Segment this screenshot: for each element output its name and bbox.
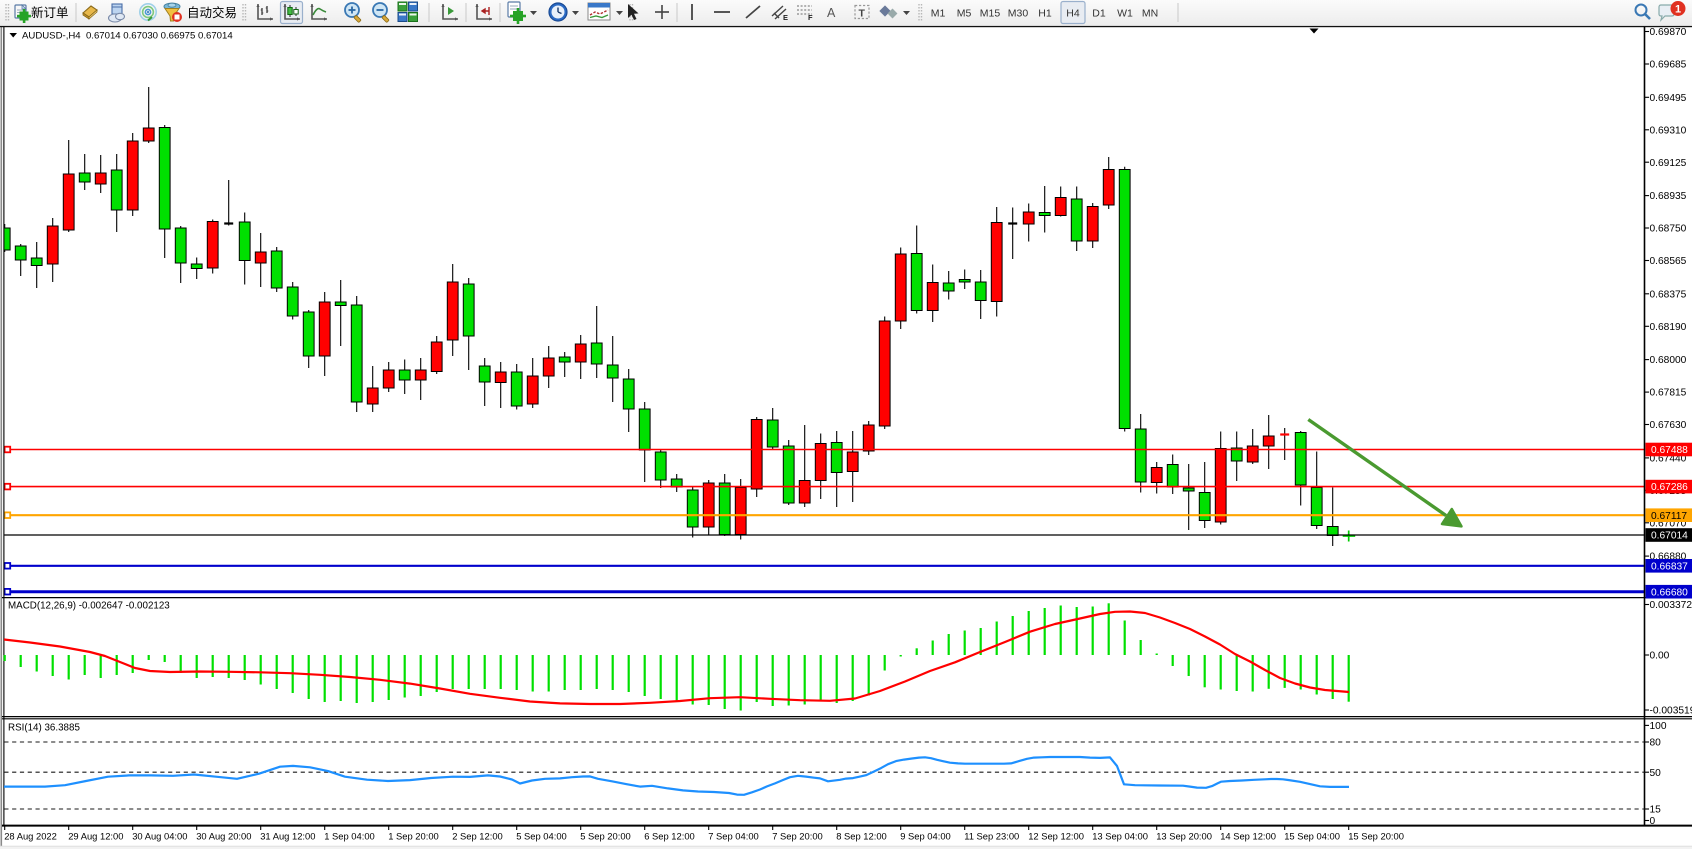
svg-text:T: T: [859, 8, 866, 20]
svg-text:30 Aug 04:00: 30 Aug 04:00: [132, 831, 187, 842]
svg-text:0.68190: 0.68190: [1650, 322, 1687, 333]
svg-text:0.69870: 0.69870: [1650, 27, 1687, 38]
svg-text:30 Aug 20:00: 30 Aug 20:00: [196, 831, 251, 842]
svg-text:A: A: [827, 6, 836, 20]
svg-text:新订单: 新订单: [31, 5, 69, 20]
svg-text:13 Sep 20:00: 13 Sep 20:00: [1156, 831, 1212, 842]
svg-text:0.67117: 0.67117: [1651, 511, 1687, 522]
svg-text:1: 1: [1675, 4, 1681, 16]
svg-text:0.66680: 0.66680: [1651, 587, 1688, 598]
svg-text:MACD(12,26,9) -0.002647 -0.002: MACD(12,26,9) -0.002647 -0.002123: [8, 601, 170, 612]
svg-text:29 Aug 12:00: 29 Aug 12:00: [68, 831, 123, 842]
svg-text:9 Sep 04:00: 9 Sep 04:00: [900, 831, 951, 842]
svg-text:0.69685: 0.69685: [1650, 60, 1687, 71]
svg-text:F: F: [808, 13, 813, 22]
svg-text:50: 50: [1650, 768, 1662, 779]
svg-text:0: 0: [1650, 816, 1656, 827]
svg-text:MN: MN: [1142, 8, 1158, 20]
svg-text:1 Sep 20:00: 1 Sep 20:00: [388, 831, 439, 842]
svg-text:0.67014: 0.67014: [1651, 531, 1688, 542]
svg-text:1 Sep 04:00: 1 Sep 04:00: [324, 831, 375, 842]
svg-text:7 Sep 04:00: 7 Sep 04:00: [708, 831, 759, 842]
svg-text:0.67630: 0.67630: [1650, 420, 1687, 431]
svg-text:0.68935: 0.68935: [1650, 191, 1687, 202]
svg-text:13 Sep 04:00: 13 Sep 04:00: [1092, 831, 1148, 842]
svg-text:0.00: 0.00: [1650, 651, 1670, 662]
svg-text:E: E: [783, 13, 788, 22]
svg-text:0.69495: 0.69495: [1650, 93, 1687, 104]
svg-text:8 Sep 12:00: 8 Sep 12:00: [836, 831, 887, 842]
svg-text:0.68750: 0.68750: [1650, 224, 1687, 235]
svg-text:M1: M1: [931, 8, 946, 20]
svg-text:自动交易: 自动交易: [187, 5, 237, 20]
svg-text:M5: M5: [957, 8, 972, 20]
svg-text:0.67440: 0.67440: [1650, 454, 1687, 465]
svg-text:0.67070: 0.67070: [1650, 518, 1687, 529]
svg-text:D1: D1: [1092, 8, 1106, 20]
svg-text:12 Sep 12:00: 12 Sep 12:00: [1028, 831, 1084, 842]
svg-text:AUDUSD-,H4 0.67014 0.67030 0.: AUDUSD-,H4 0.67014 0.67030 0.66975 0.670…: [22, 31, 233, 42]
svg-text:6 Sep 12:00: 6 Sep 12:00: [644, 831, 695, 842]
svg-text:11 Sep 23:00: 11 Sep 23:00: [964, 831, 1019, 842]
svg-text:-0.003519: -0.003519: [1650, 706, 1692, 717]
svg-text:0.69310: 0.69310: [1650, 125, 1687, 136]
svg-text:14 Sep 12:00: 14 Sep 12:00: [1220, 831, 1276, 842]
svg-text:28 Aug 2022: 28 Aug 2022: [4, 831, 57, 842]
svg-text:0.003372: 0.003372: [1650, 600, 1692, 611]
svg-text:H1: H1: [1038, 8, 1052, 20]
svg-text:0.68375: 0.68375: [1650, 289, 1687, 300]
svg-text:15 Sep 04:00: 15 Sep 04:00: [1284, 831, 1340, 842]
svg-text:15 Sep 20:00: 15 Sep 20:00: [1348, 831, 1404, 842]
svg-text:0.67488: 0.67488: [1651, 445, 1688, 456]
svg-text:100: 100: [1650, 721, 1667, 732]
svg-text:0.69125: 0.69125: [1650, 158, 1687, 169]
svg-text:0.66837: 0.66837: [1651, 561, 1688, 572]
svg-text:0.67815: 0.67815: [1650, 388, 1687, 399]
svg-text:2 Sep 12:00: 2 Sep 12:00: [452, 831, 503, 842]
svg-text:0.66880: 0.66880: [1650, 552, 1687, 563]
svg-text:0.67286: 0.67286: [1651, 482, 1688, 493]
svg-text:RSI(14) 36.3885: RSI(14) 36.3885: [8, 723, 80, 734]
svg-text:15: 15: [1650, 805, 1662, 816]
svg-text:W1: W1: [1117, 8, 1133, 20]
svg-text:0.68565: 0.68565: [1650, 256, 1687, 267]
svg-text:M30: M30: [1008, 8, 1029, 20]
svg-text:31 Aug 12:00: 31 Aug 12:00: [260, 831, 315, 842]
svg-text:7 Sep 20:00: 7 Sep 20:00: [772, 831, 823, 842]
svg-text:80: 80: [1650, 738, 1662, 749]
svg-text:5 Sep 20:00: 5 Sep 20:00: [580, 831, 631, 842]
svg-text:H4: H4: [1066, 8, 1080, 20]
svg-text:5 Sep 04:00: 5 Sep 04:00: [516, 831, 567, 842]
svg-text:M15: M15: [980, 8, 1001, 20]
svg-text:0.68000: 0.68000: [1650, 355, 1687, 366]
